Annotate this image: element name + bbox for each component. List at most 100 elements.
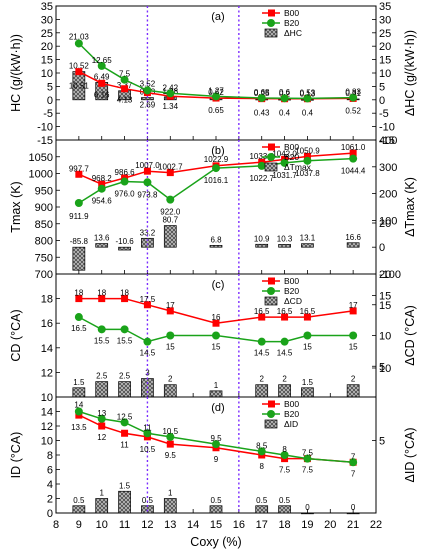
series-point-b00 [121, 295, 129, 303]
point-data-label: 21.03 [69, 32, 90, 41]
x-tick-label: 13 [164, 519, 176, 531]
bar-data-label: 2 [351, 375, 356, 384]
y-tick-label: 1050 [29, 152, 53, 164]
bar-data-label: 0.2 [279, 89, 291, 98]
series-point-b20 [212, 440, 220, 449]
bar-data-label: 0.31 [345, 89, 361, 98]
point-data-label: 1061.0 [341, 143, 366, 152]
x-tick-label: 15 [210, 519, 222, 531]
y2-tick-label: 10 [379, 363, 391, 375]
point-data-label: 15.5 [94, 336, 110, 345]
series-point-b00 [303, 152, 311, 160]
y-tick-label: 0 [47, 508, 53, 520]
bar-data-label: 1 [214, 381, 219, 390]
series-point-b20 [257, 93, 266, 102]
legend-label: B00 [284, 8, 299, 18]
point-data-label: 0.4 [279, 109, 291, 118]
series-point-b20 [303, 156, 312, 165]
delta-bar [255, 384, 269, 398]
y-tick-label: -10 [37, 122, 53, 134]
point-data-label: 1044.4 [341, 167, 366, 176]
point-data-label: 12.5 [117, 412, 133, 421]
series-point-b00 [98, 180, 106, 188]
bar-data-label: 0 [305, 503, 310, 512]
y-tick-label: 14 [41, 407, 53, 419]
bar-data-label: 6.49 [94, 72, 110, 81]
series-point-b00 [281, 313, 289, 321]
series-point-b20 [303, 454, 312, 463]
legend-label: ΔID [284, 419, 298, 429]
delta-bar [346, 242, 360, 248]
x-tick-label: 17 [256, 519, 268, 531]
point-data-label: 8.5 [256, 441, 268, 450]
point-data-label: 16.5 [277, 307, 293, 316]
point-data-label: 14.5 [140, 349, 156, 358]
point-data-label: 1031.7 [272, 171, 297, 180]
series-point-b20 [97, 414, 106, 423]
legend-marker-bar [264, 28, 278, 38]
delta-bar [346, 512, 360, 515]
point-data-label: 17 [349, 301, 358, 310]
y2-tick-label: 15 [379, 55, 391, 67]
series-point-b20 [212, 92, 220, 101]
legend-marker-b20 [267, 410, 275, 418]
series-point-b00 [75, 170, 83, 178]
point-data-label: 11 [143, 423, 152, 432]
series-point-b20 [143, 178, 152, 187]
legend-marker-b20 [267, 153, 275, 161]
point-data-label: 16.5 [254, 307, 270, 316]
delta-bar [163, 384, 177, 398]
series-point-b00 [303, 313, 311, 321]
series-line-b20 [78, 410, 354, 464]
panel-label: (d) [211, 402, 224, 414]
point-data-label: 7.5 [302, 449, 314, 458]
bar-data-label: 0.5 [279, 496, 291, 505]
y-tick-label: 14 [41, 343, 53, 355]
point-data-label: 911.9 [69, 212, 89, 221]
legend-label: B20 [284, 409, 299, 419]
x-tick-label: 18 [278, 519, 290, 531]
series-point-b00 [75, 295, 83, 303]
series-point-b00 [98, 295, 106, 303]
legend-marker-b00 [268, 277, 275, 285]
y2-tick-label: 10 [379, 68, 391, 80]
point-data-label: 1016.1 [204, 176, 229, 185]
point-data-label: 16.5 [300, 307, 316, 316]
delta-bar [72, 505, 86, 514]
point-data-label: 1033.6 [249, 152, 274, 161]
y-tick-label: 0 [47, 95, 53, 107]
legend-marker-b00 [268, 9, 275, 17]
y-tick-label: 12 [41, 367, 53, 379]
point-data-label: 12 [97, 433, 106, 442]
point-data-label: 7.5 [302, 466, 314, 475]
point-data-label: 8 [282, 445, 287, 454]
point-data-label: 1022.7 [249, 174, 274, 183]
point-data-label: 0.65 [208, 106, 224, 115]
y2-tick-label: -5 [379, 108, 389, 120]
y-tick-label: 750 [35, 252, 53, 264]
point-data-label: 0.53 [300, 88, 316, 97]
series-point-b00 [166, 169, 174, 177]
point-data-label: 1.34 [162, 102, 178, 111]
series-point-b20 [349, 93, 358, 102]
y2-tick-label: 20 [379, 218, 391, 230]
delta-bar [118, 490, 131, 514]
point-data-label: 18 [74, 289, 83, 298]
delta-bar [301, 243, 314, 248]
bar-data-label: 1.5 [119, 481, 131, 490]
point-data-label: 954.6 [92, 197, 113, 206]
bar-data-label: 0.5 [210, 496, 222, 505]
series-point-b20 [120, 418, 129, 427]
point-data-label: 968.2 [92, 174, 113, 183]
x-tick-label: 21 [347, 519, 359, 531]
series-point-b00 [166, 440, 174, 448]
y-tick-label: 2 [47, 494, 53, 506]
y2-tick-label: 5 [379, 81, 385, 93]
point-data-label: 14 [74, 401, 83, 410]
y-tick-label: 850 [35, 219, 53, 231]
y2-axis-title: ΔID (°CA) [403, 427, 417, 482]
series-line-b20 [78, 157, 354, 204]
x-tick-label: 9 [76, 519, 82, 531]
